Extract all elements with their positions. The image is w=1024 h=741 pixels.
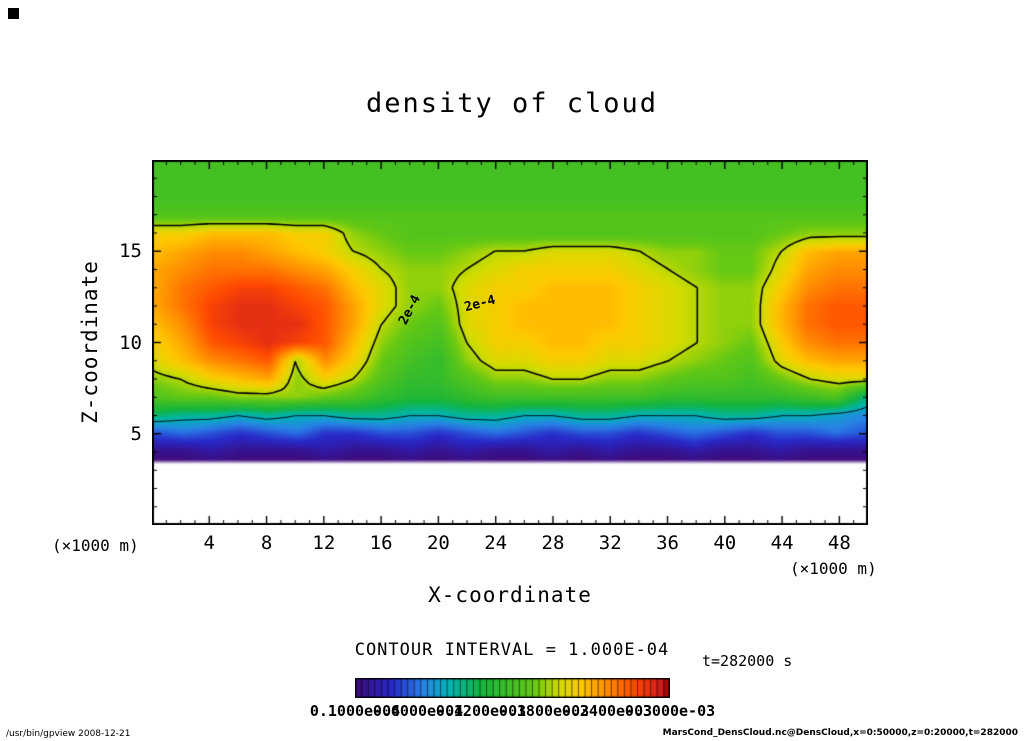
contour-interval-text: CONTOUR INTERVAL = 1.000E-04 [354,640,670,660]
z-tick-label: 15 [119,240,142,263]
footer-source-text: MarsCond_DensCloud.nc@DensCloud,x=0:5000… [662,728,1018,738]
x-tick-label: 4 [203,532,215,554]
chart-title: density of cloud [365,88,659,119]
x-tick-label: 48 [827,532,851,554]
x-tick-label: 36 [656,532,679,554]
x-tick-label: 40 [713,532,737,554]
colorbar-tick-label: 0.1200e-03 [435,702,527,720]
z-axis-unit-label: (×1000 m) [52,536,139,555]
time-label: t=282000 s [702,652,793,670]
x-tick-label: 44 [770,532,794,554]
x-tick-label: 8 [260,532,273,554]
x-tick-label: 28 [541,532,565,554]
x-tick-label: 16 [369,532,393,554]
x-tick-label: 12 [312,532,336,554]
x-axis-unit-label: (×1000 m) [790,559,877,578]
density-heatmap-canvas [152,160,868,525]
colorbar-tick-label: 0.3000e-03 [624,702,716,720]
plot-area: Z-coordinate X-coordinate (×1000 m) (×10… [52,160,877,607]
x-tick-label: 24 [484,532,508,554]
x-tick-label: 32 [598,532,622,554]
colorbar-tick-label: 0.6000e-04 [372,702,464,720]
x-axis-label: X-coordinate [428,583,592,607]
x-tick-label: 20 [426,532,450,554]
window-corner-mark [8,8,19,19]
colorbar-tick-label: 0.2400e-03 [561,702,653,720]
z-tick-label: 10 [119,331,142,354]
colorbar-tick-label: 0.1800e-03 [498,702,590,720]
footer-command-text: /usr/bin/gpview 2008-12-21 [6,729,131,739]
colorbar-tick-label: 0.1000e-04 [309,702,401,720]
colorbar [355,678,670,698]
z-tick-label: 5 [130,422,142,445]
